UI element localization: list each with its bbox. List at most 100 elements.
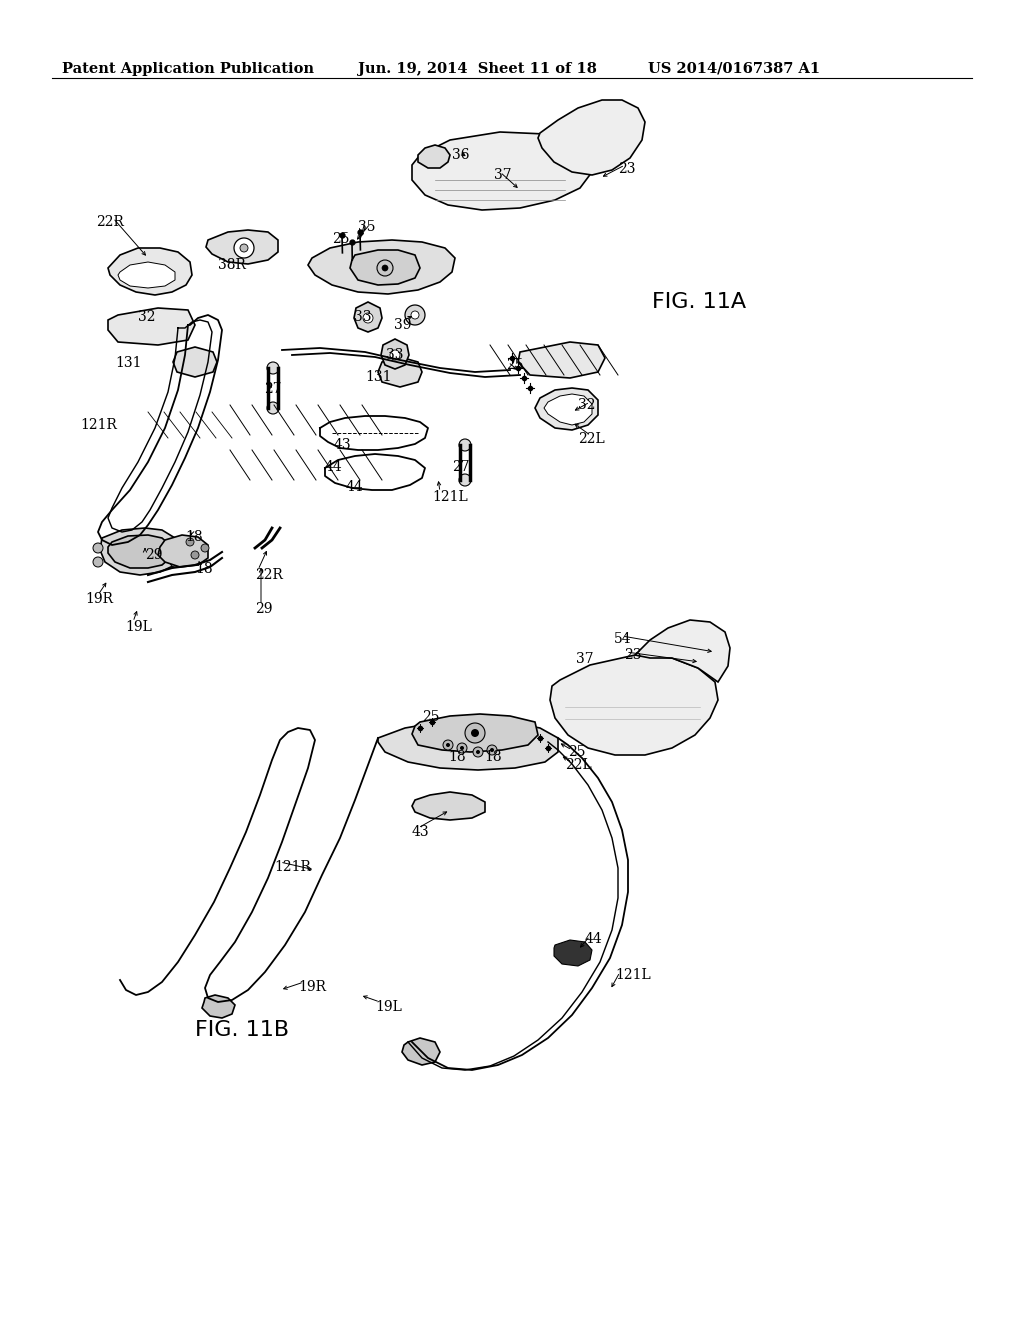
Circle shape	[443, 741, 453, 750]
Text: 131: 131	[115, 356, 141, 370]
Polygon shape	[535, 388, 598, 430]
Text: 19R: 19R	[298, 979, 326, 994]
Circle shape	[267, 403, 279, 414]
Text: 39: 39	[394, 318, 412, 333]
Text: 18: 18	[195, 562, 213, 576]
Text: 43: 43	[334, 438, 351, 451]
Circle shape	[487, 744, 497, 755]
Text: 19L: 19L	[375, 1001, 401, 1014]
Text: 121R: 121R	[274, 861, 311, 874]
Text: 27: 27	[264, 381, 282, 396]
Polygon shape	[418, 145, 450, 168]
Circle shape	[93, 543, 103, 553]
Circle shape	[170, 543, 180, 553]
Polygon shape	[118, 261, 175, 288]
Text: Patent Application Publication: Patent Application Publication	[62, 62, 314, 77]
Circle shape	[490, 748, 494, 752]
Text: 29: 29	[255, 602, 272, 616]
Text: 44: 44	[325, 459, 343, 474]
Circle shape	[390, 350, 400, 360]
Text: 33: 33	[386, 348, 403, 362]
Circle shape	[406, 305, 425, 325]
Polygon shape	[412, 792, 485, 820]
Polygon shape	[108, 535, 170, 568]
Text: 22R: 22R	[255, 568, 283, 582]
Circle shape	[446, 743, 450, 747]
Text: 22R: 22R	[96, 215, 124, 228]
Polygon shape	[350, 249, 420, 285]
Text: 22L: 22L	[578, 432, 605, 446]
Text: 18: 18	[484, 750, 502, 764]
Text: Jun. 19, 2014  Sheet 11 of 18: Jun. 19, 2014 Sheet 11 of 18	[358, 62, 597, 77]
Text: 121L: 121L	[432, 490, 468, 504]
Circle shape	[93, 557, 103, 568]
Text: 32: 32	[578, 399, 596, 412]
Polygon shape	[108, 308, 195, 345]
Text: 33: 33	[354, 310, 372, 323]
Polygon shape	[412, 714, 538, 752]
Polygon shape	[206, 230, 278, 264]
Circle shape	[234, 238, 254, 257]
Circle shape	[411, 312, 419, 319]
Circle shape	[240, 244, 248, 252]
Text: 25: 25	[568, 744, 586, 759]
Circle shape	[201, 544, 209, 552]
Circle shape	[382, 265, 388, 271]
Text: 35: 35	[358, 220, 376, 234]
Text: 121R: 121R	[80, 418, 117, 432]
Text: 23: 23	[618, 162, 636, 176]
Circle shape	[476, 750, 480, 754]
Text: 27: 27	[452, 459, 470, 474]
Text: 44: 44	[346, 480, 364, 494]
Text: FIG. 11B: FIG. 11B	[195, 1020, 289, 1040]
Polygon shape	[554, 940, 592, 966]
Text: 37: 37	[494, 168, 512, 182]
Text: 43: 43	[412, 825, 430, 840]
Text: 32: 32	[138, 310, 156, 323]
Circle shape	[465, 723, 485, 743]
Polygon shape	[108, 248, 193, 294]
Text: 25: 25	[332, 232, 349, 246]
Polygon shape	[412, 132, 592, 210]
Circle shape	[457, 743, 467, 752]
Text: 38R: 38R	[218, 257, 246, 272]
Text: 121L: 121L	[615, 968, 650, 982]
Polygon shape	[158, 535, 208, 568]
Polygon shape	[518, 342, 605, 378]
Circle shape	[460, 746, 464, 750]
Text: 25: 25	[422, 710, 439, 723]
Circle shape	[377, 260, 393, 276]
Text: FIG. 11A: FIG. 11A	[652, 292, 746, 312]
Polygon shape	[378, 356, 422, 387]
Polygon shape	[550, 655, 718, 755]
Text: 131: 131	[365, 370, 391, 384]
Text: 19L: 19L	[125, 620, 152, 634]
Circle shape	[471, 729, 479, 737]
Text: 29: 29	[145, 548, 163, 562]
Text: 23: 23	[624, 648, 641, 663]
Text: 25: 25	[506, 358, 523, 372]
Polygon shape	[308, 240, 455, 294]
Circle shape	[459, 440, 471, 451]
Text: 44: 44	[585, 932, 603, 946]
Polygon shape	[100, 528, 178, 576]
Polygon shape	[544, 393, 592, 425]
Circle shape	[459, 474, 471, 486]
Polygon shape	[402, 1038, 440, 1065]
Text: 18: 18	[185, 531, 203, 544]
Polygon shape	[354, 302, 382, 333]
Circle shape	[473, 747, 483, 756]
Polygon shape	[538, 100, 645, 176]
Polygon shape	[381, 339, 409, 370]
Polygon shape	[378, 719, 558, 770]
Polygon shape	[202, 995, 234, 1018]
Circle shape	[362, 313, 373, 323]
Circle shape	[170, 557, 180, 568]
Text: 18: 18	[449, 750, 466, 764]
Text: 37: 37	[575, 652, 594, 667]
Text: 22L: 22L	[565, 758, 592, 772]
Circle shape	[186, 539, 194, 546]
Text: 36: 36	[452, 148, 469, 162]
Circle shape	[191, 550, 199, 558]
Circle shape	[267, 362, 279, 374]
